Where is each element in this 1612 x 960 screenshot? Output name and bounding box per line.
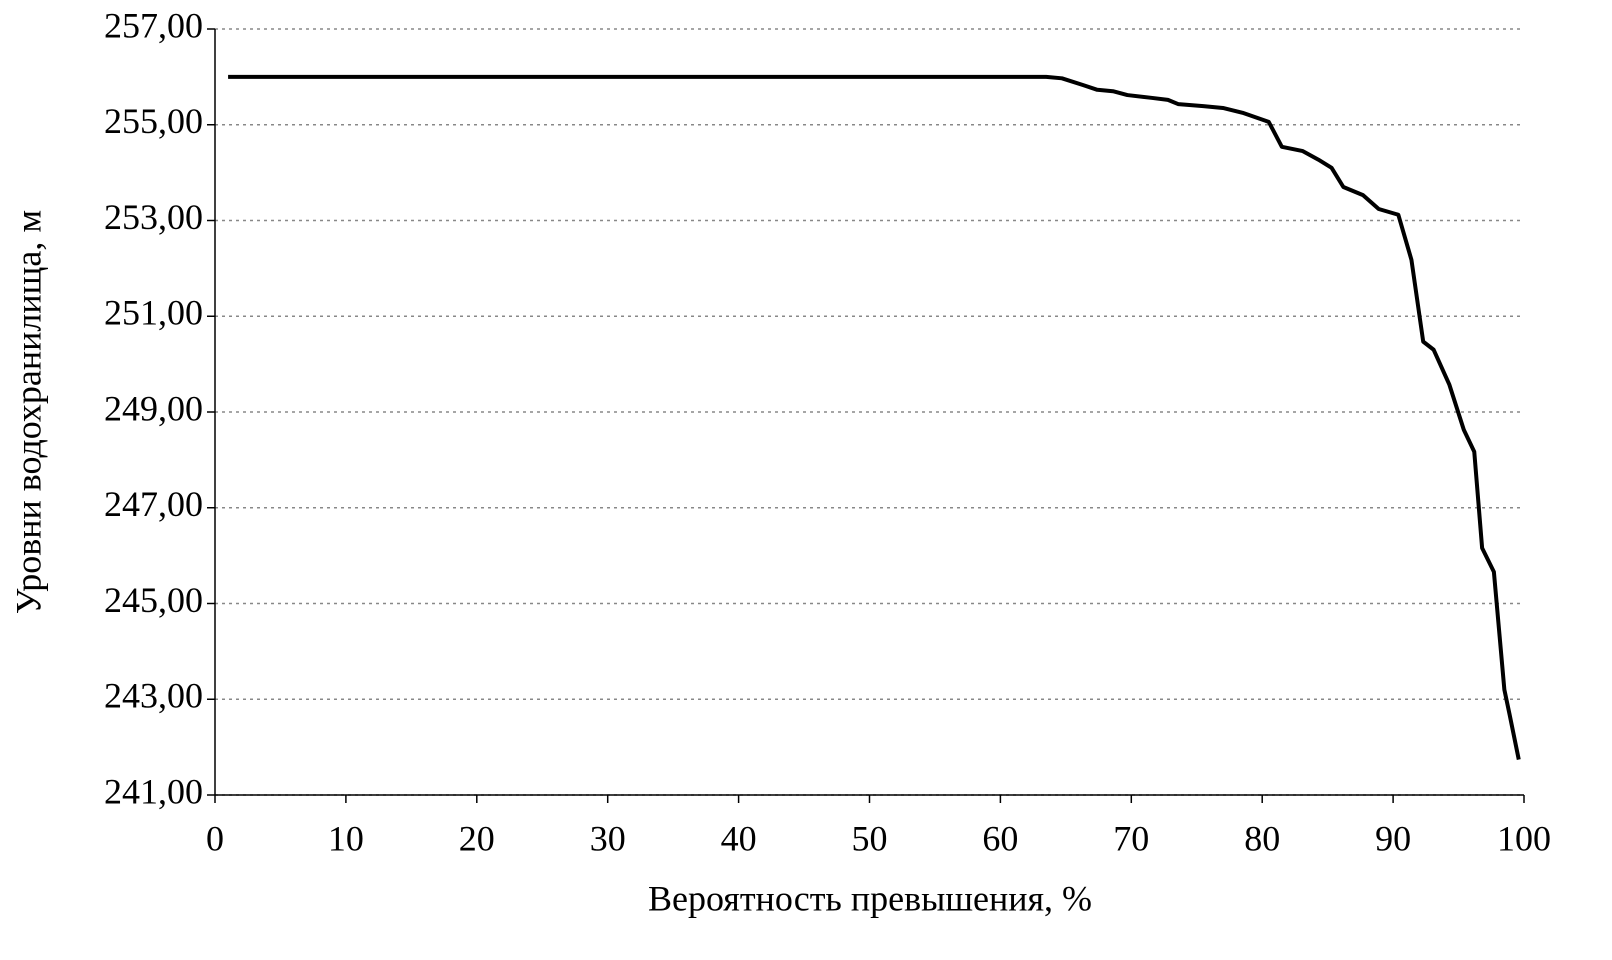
y-tick-label: 241,00 [104, 771, 203, 811]
y-tick-label: 247,00 [104, 484, 203, 524]
x-tick-label: 80 [1244, 818, 1280, 858]
x-tick-label: 40 [721, 818, 757, 858]
y-tick-label: 257,00 [104, 5, 203, 45]
y-tick-label: 251,00 [104, 293, 203, 333]
y-tick-label: 249,00 [104, 388, 203, 428]
x-tick-label: 20 [459, 818, 495, 858]
x-tick-label: 100 [1497, 818, 1551, 858]
x-tick-label: 70 [1113, 818, 1149, 858]
y-tick-label: 245,00 [104, 580, 203, 620]
data-line [228, 74, 1521, 760]
y-tick-label: 243,00 [104, 676, 203, 716]
x-axis-title: Вероятность превышения, % [648, 878, 1092, 918]
y-axis-title: Уровни водохранилища, м [8, 210, 48, 614]
y-tick-label: 255,00 [104, 101, 203, 141]
x-tick-label: 0 [206, 818, 224, 858]
x-tick-label: 60 [982, 818, 1018, 858]
x-tick-label: 30 [590, 818, 626, 858]
x-tick-label: 90 [1375, 818, 1411, 858]
y-tick-label: 253,00 [104, 197, 203, 237]
x-tick-label: 50 [852, 818, 888, 858]
x-tick-label: 10 [328, 818, 364, 858]
